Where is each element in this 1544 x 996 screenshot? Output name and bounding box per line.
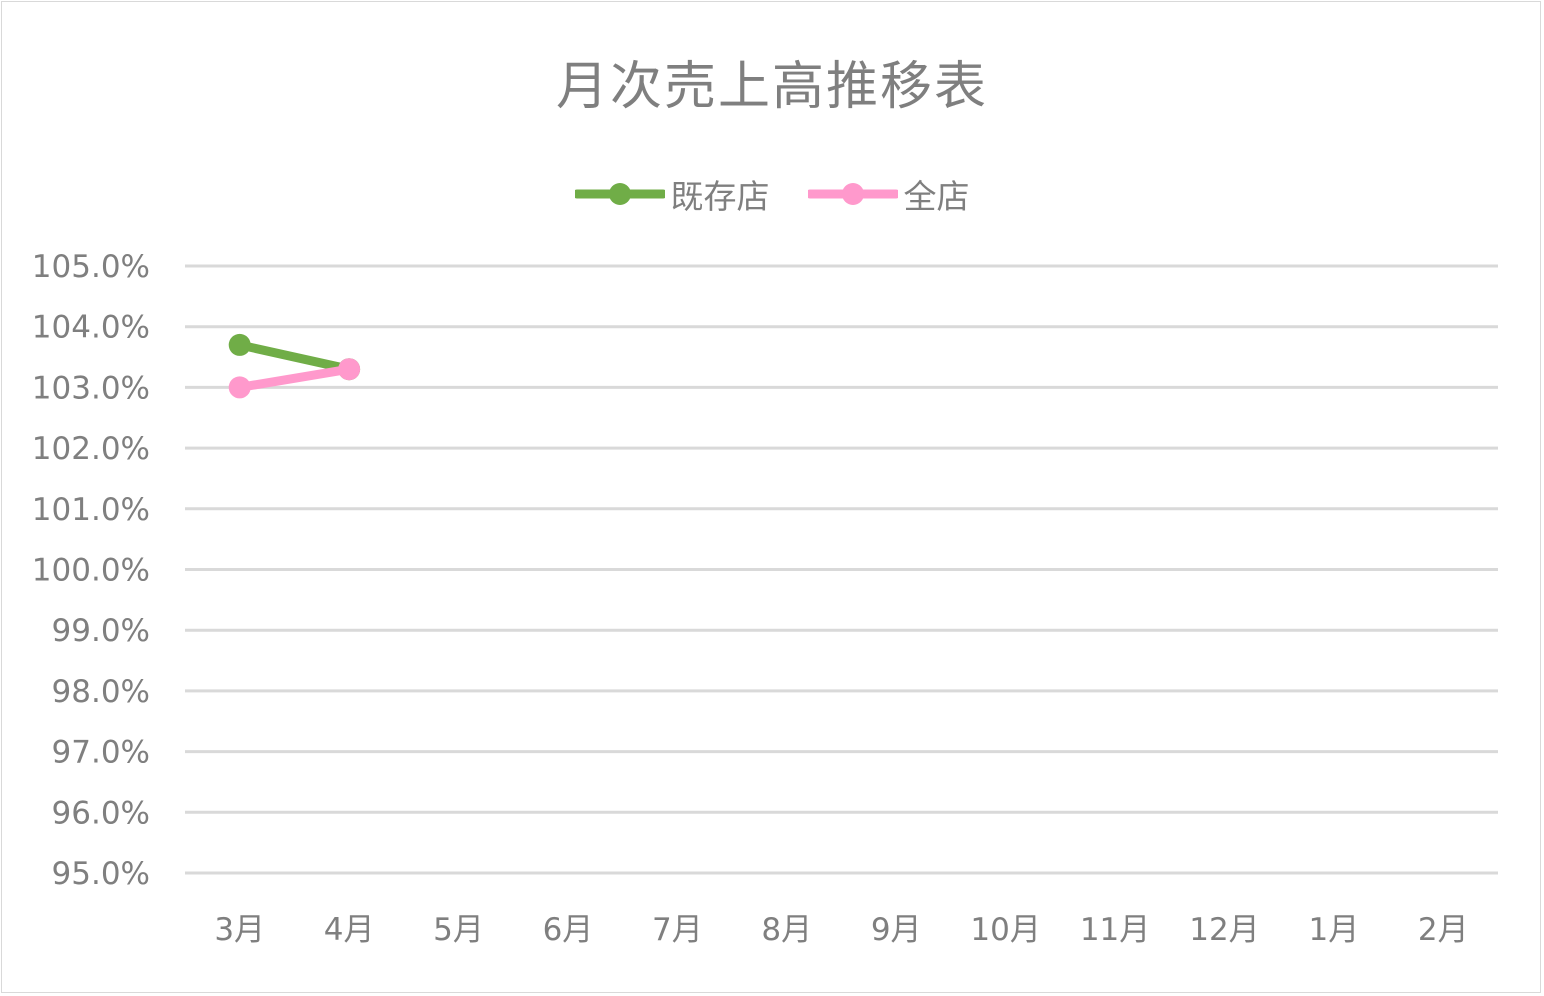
x-tick-label: 5月 xyxy=(433,912,484,948)
x-tick-label: 7月 xyxy=(652,912,703,948)
y-tick-label: 98.0% xyxy=(52,674,150,710)
x-tick-label: 6月 xyxy=(543,912,594,948)
x-tick-label: 4月 xyxy=(324,912,375,948)
x-tick-label: 9月 xyxy=(871,912,922,948)
x-tick-label: 1月 xyxy=(1309,912,1360,948)
y-tick-label: 104.0% xyxy=(32,310,150,346)
y-tick-label: 105.0% xyxy=(32,249,150,285)
series-line-1 xyxy=(235,364,354,392)
data-point-1 xyxy=(228,376,251,399)
y-tick-label: 99.0% xyxy=(52,613,150,649)
x-tick-label: 12月 xyxy=(1189,912,1259,948)
y-tick-label: 102.0% xyxy=(32,431,150,467)
legend-marker-existing-stores xyxy=(574,183,665,205)
x-tick-label: 2月 xyxy=(1418,912,1469,948)
chart-title: 月次売上高推移表 xyxy=(555,57,988,117)
chart-legend: 既存店 全店 xyxy=(0,170,1544,218)
y-tick-label: 96.0% xyxy=(52,795,150,831)
legend-label-all-stores: 全店 xyxy=(903,177,970,216)
x-tick-label: 8月 xyxy=(761,912,812,948)
y-tick-label: 100.0% xyxy=(32,553,150,589)
legend-item-existing-stores: 既存店 xyxy=(574,170,770,218)
y-tick-label: 95.0% xyxy=(52,856,150,892)
y-tick-label: 103.0% xyxy=(32,370,150,406)
y-tick-label: 101.0% xyxy=(32,492,150,528)
legend-item-all-stores: 全店 xyxy=(807,170,970,218)
x-tick-label: 11月 xyxy=(1080,912,1150,948)
y-tick-label: 97.0% xyxy=(52,735,150,771)
x-tick-label: 10月 xyxy=(970,912,1040,948)
data-point-1 xyxy=(338,358,361,381)
legend-marker-all-stores xyxy=(807,183,898,205)
series-line-0 xyxy=(235,340,354,374)
data-point-0 xyxy=(228,333,251,356)
legend-label-existing-stores: 既存店 xyxy=(670,177,770,216)
x-tick-label: 3月 xyxy=(214,912,265,948)
